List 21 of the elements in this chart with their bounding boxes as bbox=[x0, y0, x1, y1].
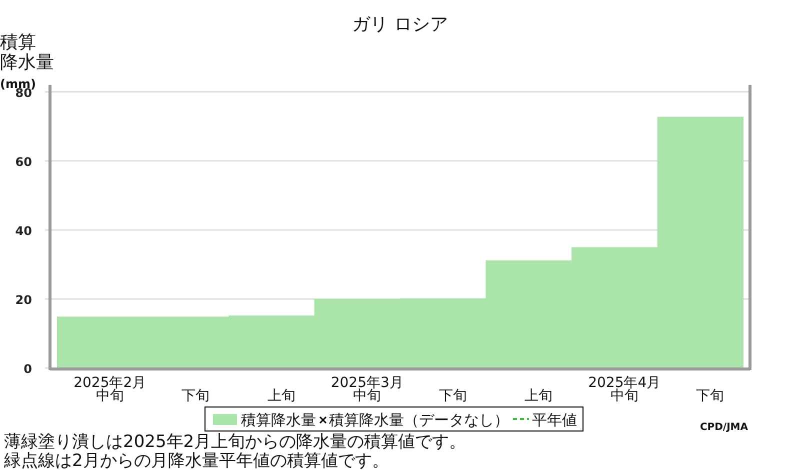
x-tick-label: 2025年3月中旬 bbox=[330, 375, 404, 404]
x-tick-label: 上旬 bbox=[267, 388, 296, 404]
x-tick-label: 2025年4月中旬 bbox=[588, 375, 661, 404]
text: 緑点線は2月からの月降水量平年値の積算値です。 bbox=[3, 451, 389, 470]
y-tick-label: 0 bbox=[24, 362, 32, 376]
x-tick-label: 下旬 bbox=[696, 388, 724, 404]
x-tick-label: 下旬 bbox=[438, 388, 467, 404]
text: CPD/JMA bbox=[700, 422, 748, 433]
legend-label: 平年値 bbox=[532, 411, 577, 429]
legend-label: 積算降水量 bbox=[241, 411, 316, 429]
x-tick-label: 下旬 bbox=[182, 388, 210, 404]
bar bbox=[657, 116, 744, 368]
y-tick-label: 20 bbox=[15, 292, 32, 307]
chart-title: ガリ ロシア bbox=[352, 14, 448, 35]
y-tick-label: 40 bbox=[15, 224, 32, 238]
x-tick-label: 上旬 bbox=[524, 388, 553, 404]
legend-label: 積算降水量（データなし） bbox=[329, 411, 509, 429]
y-tick-label: 60 bbox=[15, 154, 32, 169]
bar bbox=[57, 316, 144, 368]
text: 薄緑塗り潰しは2025年2月上旬からの降水量の積算値です。 bbox=[4, 432, 466, 452]
x-tick-label: 2025年2月中旬 bbox=[74, 375, 146, 404]
